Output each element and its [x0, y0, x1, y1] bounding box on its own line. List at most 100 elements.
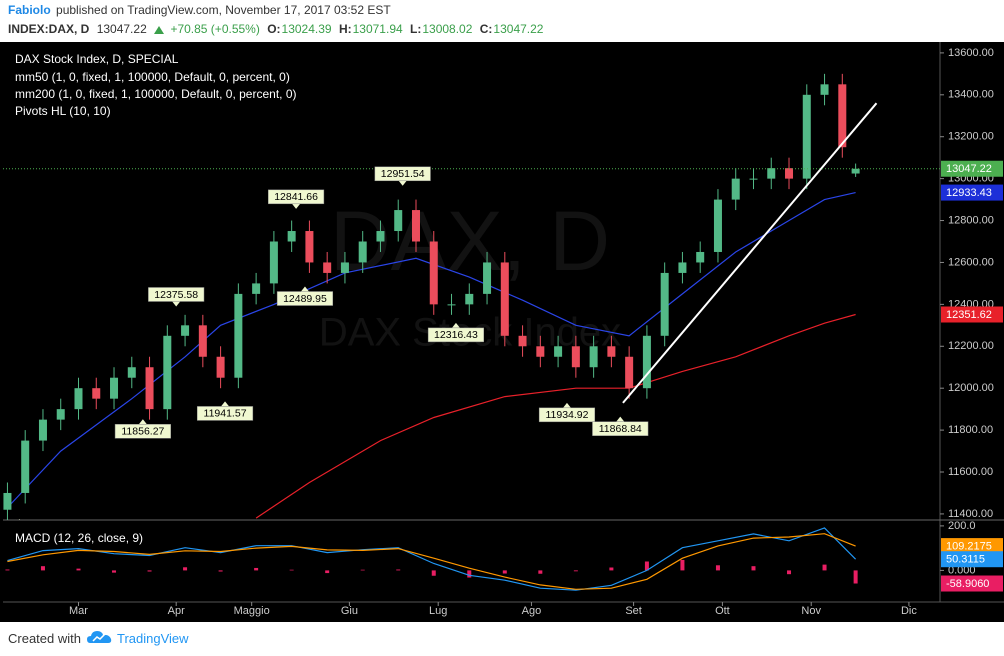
candle-body: [411, 210, 420, 242]
candle-body: [607, 346, 616, 357]
histogram-bar: [467, 570, 472, 578]
candle-body: [429, 241, 438, 305]
candle-body: [181, 325, 190, 336]
candle-body: [234, 293, 243, 378]
candle-body: [92, 388, 101, 399]
histogram-bar: [183, 567, 188, 571]
price-badge: [941, 575, 1003, 592]
x-tick-label: Giu: [341, 605, 358, 617]
footer: Created with TradingView: [0, 622, 1004, 656]
legend-item: DAX Stock Index, D, SPECIAL: [15, 52, 179, 66]
last-price: 13047.22: [96, 22, 147, 36]
published: published on TradingView.com, November 1…: [56, 3, 391, 17]
pivot-box: [427, 327, 485, 343]
y-tick-label: 13400.00: [948, 89, 994, 101]
pivot-label: 11856.27: [121, 426, 164, 438]
candle-body: [749, 178, 758, 180]
pivot-pointer: [398, 180, 407, 186]
pivot-box: [538, 407, 596, 423]
pivot-box: [374, 166, 431, 182]
x-tick-label: Ago: [522, 605, 542, 617]
created-with: Created with: [8, 631, 81, 646]
candle-body: [110, 377, 119, 399]
candle-body: [305, 231, 314, 263]
candle-body: [269, 241, 278, 284]
line-series: [255, 313, 856, 519]
pivot-box: [114, 424, 171, 439]
candle-body: [767, 168, 776, 179]
candle-body: [642, 335, 651, 389]
chart: DAX, D DAX Stock Index DAX Stock Index, …: [0, 42, 1004, 622]
price-badge: [941, 551, 1003, 568]
y-tick-label: 11600.00: [948, 466, 993, 478]
candle-body: [838, 84, 847, 148]
author[interactable]: Fabiolo: [8, 3, 51, 17]
pivot-label: 11868.84: [599, 423, 642, 435]
candle-body: [625, 356, 634, 389]
candle-body: [340, 262, 349, 273]
histogram-bar: [715, 565, 720, 571]
candle-body: [500, 262, 509, 336]
legend-item: Pivots HL (10, 10): [15, 104, 111, 118]
candle-body: [56, 409, 65, 420]
pivot-label: 12375.58: [154, 289, 198, 301]
price-badge-label: 12351.62: [946, 309, 992, 321]
brand-logo: [87, 631, 112, 643]
histogram-bar: [853, 570, 858, 584]
brand[interactable]: TradingView: [117, 631, 189, 646]
y-tick-label: 11800.00: [948, 424, 993, 436]
candle-body: [851, 168, 860, 174]
x-tick-label: Apr: [168, 605, 185, 617]
pivot-box: [148, 287, 205, 302]
pivot-label: 12489.95: [283, 293, 327, 305]
change: +70.85 (+0.55%): [170, 22, 260, 36]
pivot-pointer: [138, 419, 147, 425]
pivot-pointer: [221, 401, 230, 407]
histogram-bar: [5, 569, 10, 571]
header: Fabiolo published on TradingView.com, No…: [0, 0, 1004, 42]
candle-body: [571, 346, 580, 368]
trendline: [622, 102, 878, 404]
x-tick-label: Set: [625, 605, 642, 617]
plot-area: [5, 527, 858, 591]
pivot-label: 12316.43: [434, 329, 478, 341]
candle-body: [713, 199, 722, 252]
price-badge-label: 12933.43: [946, 187, 992, 199]
pivot-pointer: [562, 402, 571, 408]
pivot-pointer: [292, 203, 301, 209]
pivot-pointer: [616, 416, 625, 422]
line-series: [7, 527, 857, 591]
up-arrow: [154, 25, 165, 34]
y-tick-label: 12000.00: [948, 382, 994, 394]
y-tick-label: 12800.00: [948, 214, 994, 226]
y-tick-label: 11400.00: [948, 508, 993, 520]
pivot-box: [196, 406, 254, 421]
price-badge-label: -58.9060: [946, 578, 989, 590]
ohlc-value: 13047.22: [493, 22, 544, 36]
histogram-bar: [538, 570, 543, 574]
price-badge-label: 13047.22: [946, 163, 992, 175]
histogram-bar: [680, 559, 685, 571]
histogram-bar: [218, 570, 223, 572]
candle-body: [678, 262, 687, 273]
candle-body: [287, 231, 296, 242]
pivot-pointer: [451, 322, 460, 328]
candle-body: [376, 231, 385, 242]
pivot-label: 11934.92: [545, 409, 588, 421]
histogram-bar: [644, 561, 649, 571]
candle-body: [696, 251, 705, 263]
ohlc-value: 13008.02: [422, 22, 473, 36]
macd-title: MACD (12, 26, close, 9): [15, 531, 143, 545]
histogram-bar: [325, 570, 330, 574]
candle-body: [589, 346, 598, 368]
candle-body: [358, 241, 367, 263]
candle-body: [554, 346, 563, 357]
price-badge: [941, 538, 1003, 555]
pivot-pointer: [300, 286, 309, 292]
x-tick-label: Ott: [715, 605, 730, 617]
pivot-label: 12951.54: [381, 168, 425, 180]
y-tick-label: 12200.00: [948, 340, 994, 352]
price-badge: [941, 184, 1003, 201]
ohlc-key: L:: [410, 22, 422, 36]
